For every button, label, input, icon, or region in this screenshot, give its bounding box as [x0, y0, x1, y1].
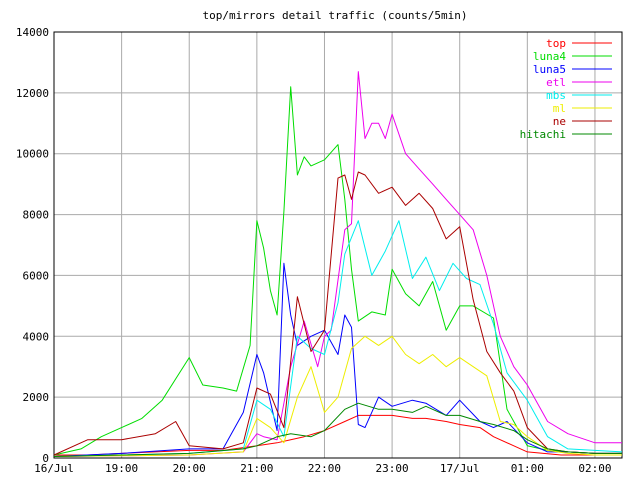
series-line-mbs	[53, 220, 623, 457]
y-tick-label: 10000	[16, 148, 49, 161]
grid-lines	[54, 32, 622, 458]
series-lines	[53, 71, 623, 457]
y-tick-label: 0	[42, 452, 49, 465]
x-tick-label: 21:00	[240, 462, 273, 475]
plot-frame	[53, 31, 623, 459]
x-tick-label: 17/Jul	[440, 462, 480, 475]
legend-label: ml	[553, 102, 566, 115]
x-tick-label: 23:00	[376, 462, 409, 475]
legend-label: etl	[546, 76, 566, 89]
series-line-top	[54, 414, 622, 456]
x-tick-label: 01:00	[511, 462, 544, 475]
y-tick-label: 4000	[23, 330, 50, 343]
series-line-ml	[53, 335, 622, 457]
legend-label: mbs	[546, 89, 566, 102]
x-tick-label: 22:00	[308, 462, 341, 475]
series-line-ne	[53, 171, 622, 456]
y-tick-label: 6000	[23, 269, 50, 282]
y-tick-label: 12000	[16, 87, 49, 100]
series-line-etl	[53, 71, 622, 457]
x-tick-label: 16/Jul	[34, 462, 74, 475]
series-line-luna4	[53, 86, 622, 456]
legend-label: luna5	[533, 63, 566, 76]
y-tick-label: 8000	[23, 209, 50, 222]
x-tick-label: 19:00	[105, 462, 138, 475]
y-axis-ticks: 0 2000 4000 6000 8000 10000 12000 14000	[16, 26, 49, 465]
y-tick-label: 14000	[16, 26, 49, 39]
legend-label: ne	[553, 115, 566, 128]
legend-label: top	[546, 37, 566, 50]
series-line-hitachi	[53, 402, 622, 457]
x-tick-label: 20:00	[173, 462, 206, 475]
legend-label: luna4	[533, 50, 566, 63]
chart-title: top/mirrors detail traffic (counts/5min)	[203, 9, 468, 22]
legend-label: hitachi	[520, 128, 566, 141]
x-tick-label: 02:00	[578, 462, 611, 475]
y-tick-label: 2000	[23, 391, 50, 404]
x-axis-ticks: 16/Jul 19:00 20:00 21:00 22:00 23:00 17/Jul 01:…	[34, 462, 611, 475]
